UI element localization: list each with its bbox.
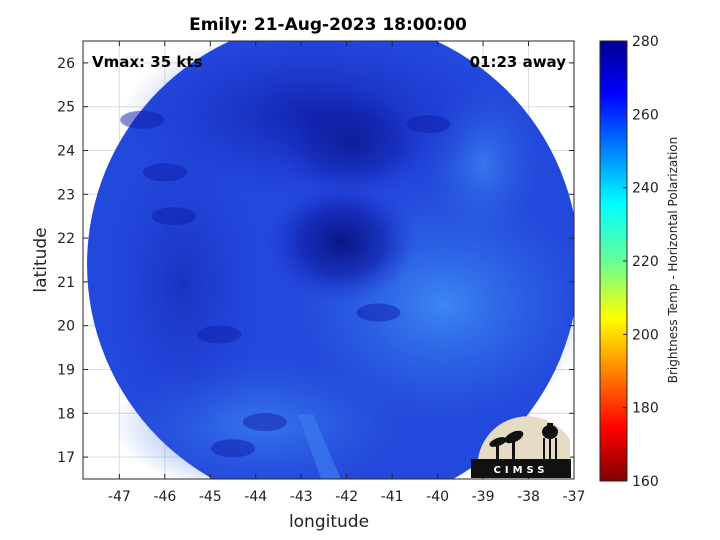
- time-away-annotation: 01:23 away: [470, 53, 567, 71]
- x-tick-label: -38: [517, 489, 540, 505]
- chart-title: Emily: 21-Aug-2023 18:00:00: [189, 15, 467, 35]
- convective-cell: [242, 413, 287, 432]
- x-tick-label: -47: [108, 489, 131, 505]
- y-tick-label: 22: [57, 231, 75, 247]
- x-tick-label: -39: [472, 489, 495, 505]
- convective-cell: [356, 303, 401, 322]
- x-tick-label: -37: [563, 489, 586, 505]
- x-tick-label: -43: [290, 489, 313, 505]
- colorbar-tick-label: 220: [632, 254, 659, 270]
- water-tower-icon: [542, 423, 558, 460]
- y-tick-label: 17: [57, 450, 75, 466]
- y-axis: 17 18 19 20 21 22 23 24 25 26: [57, 56, 574, 466]
- x-tick-label: -45: [199, 489, 222, 505]
- colorbar-tick-label: 260: [632, 107, 659, 123]
- x-tick-label: -46: [153, 489, 176, 505]
- convective-cell: [151, 207, 196, 226]
- convective-cell: [142, 163, 187, 182]
- x-tick-label: -41: [381, 489, 404, 505]
- microwave-swath: [87, 41, 574, 479]
- colorbar-tick-label: 240: [632, 181, 659, 197]
- y-tick-label: 24: [57, 144, 75, 160]
- convective-cell: [211, 439, 256, 458]
- colorbar-tick-label: 160: [632, 474, 659, 490]
- y-axis-label: latitude: [31, 227, 51, 292]
- y-tick-label: 21: [57, 275, 75, 291]
- colorbar-tick-label: 200: [632, 327, 659, 343]
- y-tick-label: 26: [57, 56, 75, 72]
- storm-band: [272, 87, 433, 198]
- colorbar-ticks: 280 260 240 220 200 180 160: [623, 34, 659, 490]
- x-tick-label: -44: [244, 489, 267, 505]
- x-axis: -47 -46 -45 -44 -43 -42 -41 -40 -39 -38 -37: [108, 41, 586, 505]
- convective-cell: [406, 115, 451, 134]
- x-tick-label: -42: [335, 489, 358, 505]
- convective-cell: [197, 325, 242, 344]
- colorbar-label: Brightness Temp - Horizontal Polarizatio…: [666, 137, 680, 384]
- storm-core: [267, 182, 418, 303]
- y-tick-label: 25: [57, 100, 75, 116]
- colorbar: [599, 40, 628, 482]
- convective-cell: [120, 110, 165, 129]
- colorbar-tick-label: 180: [632, 401, 659, 417]
- satellite-dish-icon: [489, 430, 524, 459]
- y-tick-label: 18: [57, 406, 75, 422]
- x-tick-label: -40: [426, 489, 449, 505]
- colorbar-tick-label: 280: [632, 34, 659, 50]
- axes-frame: [82, 40, 575, 480]
- y-tick-label: 19: [57, 363, 75, 379]
- cimss-logo: CIMSS: [471, 416, 571, 478]
- vmax-annotation: Vmax: 35 kts: [92, 53, 202, 71]
- y-tick-label: 20: [57, 319, 75, 335]
- cold-band-west: [103, 134, 264, 435]
- swath-layer: [87, 41, 574, 479]
- x-axis-label: longitude: [289, 512, 369, 532]
- y-tick-label: 23: [57, 187, 75, 203]
- logo-text: CIMSS: [494, 465, 549, 476]
